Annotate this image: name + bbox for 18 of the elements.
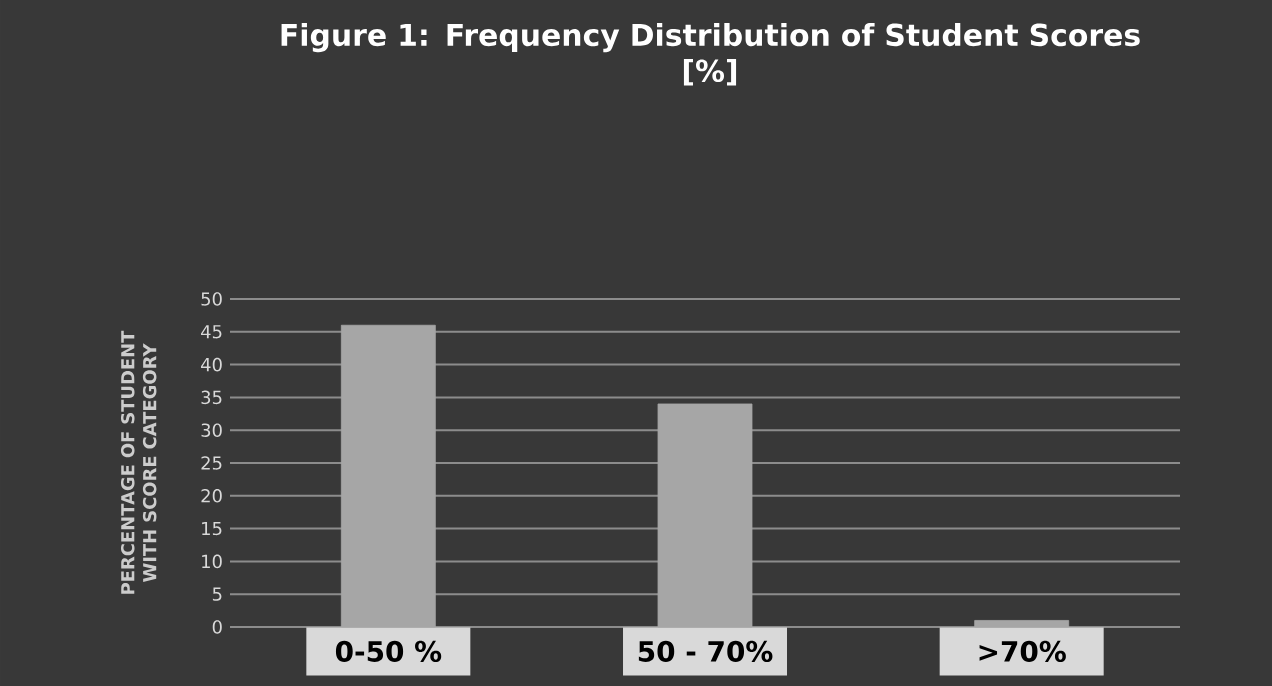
y-tick-label: 20 <box>201 489 222 503</box>
y-tick-label: 15 <box>202 521 222 536</box>
y-tick-label: 35 <box>201 390 222 405</box>
y-tick-label: 10 <box>202 554 222 569</box>
chart-title: Figure 1: Frequency Distribution of Student Scores <box>281 23 1140 53</box>
y-tick-label: 5 <box>212 587 222 601</box>
y-tick-label: 30 <box>201 423 222 437</box>
x-tick-label: >70% <box>979 640 1066 662</box>
y-tick-label: 25 <box>201 456 222 470</box>
chart-subtitle: [%] <box>683 58 737 86</box>
x-tick-label: 50 - 70% <box>638 640 773 662</box>
y-tick-label: 50 <box>201 292 222 306</box>
bar <box>974 620 1070 628</box>
y-axis-title: PERCENTAGE OF STUDENT WITH SCORE CATEGORY <box>120 330 157 594</box>
y-tick-label: 0 <box>212 620 222 634</box>
x-tick-label: 0-50 % <box>335 640 442 662</box>
y-tick-label: 40 <box>201 357 222 372</box>
y-tick-label: 45 <box>201 325 222 339</box>
